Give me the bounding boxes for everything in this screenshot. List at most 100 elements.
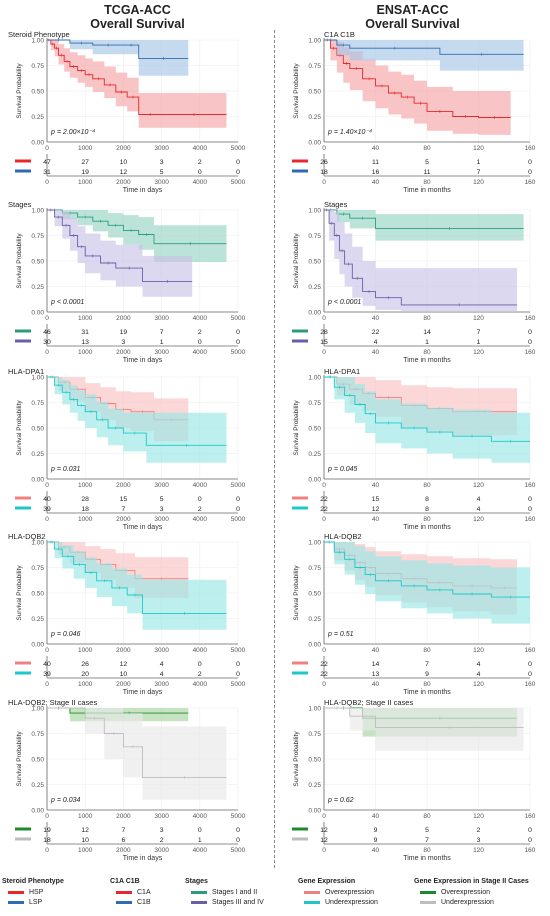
x-tick-label: 80 (423, 647, 431, 654)
y-tick-label: 0.00 (31, 477, 44, 484)
risk-count: 0 (236, 506, 240, 513)
x-tick-label: 4000 (193, 482, 208, 489)
x-axis-label: Time in days (123, 357, 163, 364)
confidence-band (324, 542, 530, 624)
x-tick-label: 4000 (193, 813, 208, 820)
risk-x-tick: 80 (423, 349, 431, 356)
risk-count: 0 (236, 329, 240, 336)
y-tick-label: 0.00 (308, 642, 321, 649)
risk-count: 6 (122, 837, 126, 844)
y-tick-label: 0.25 (31, 114, 44, 121)
x-axis-label: Time in days (123, 524, 163, 531)
risk-count: 3 (477, 837, 481, 844)
column-header-left: TCGA-ACC Overall Survival (0, 3, 275, 31)
y-tick-label: 0.25 (31, 451, 44, 458)
risk-x-tick: 1000 (78, 681, 93, 688)
risk-count: 1 (160, 339, 164, 346)
risk-count: 4 (477, 671, 481, 678)
risk-count: 0 (528, 329, 532, 336)
column-subtitle-right: Overall Survival (365, 17, 460, 31)
risk-count: 39 (43, 671, 51, 678)
p-value: p = 1.40×10⁻⁴ (327, 129, 372, 136)
risk-count: 0 (236, 837, 240, 844)
y-tick-label: 0.00 (308, 140, 321, 147)
p-value: p < 0.0001 (327, 299, 361, 306)
plot-title: Steroid Phenotype (8, 30, 70, 39)
confidence-band (47, 542, 227, 630)
risk-x-tick: 0 (322, 516, 326, 523)
confidence-band (324, 210, 524, 241)
x-tick-label: 2000 (116, 482, 131, 489)
risk-x-tick: 4000 (193, 516, 208, 523)
x-tick-label: 80 (423, 813, 431, 820)
legend-label: Underexpression (325, 898, 378, 906)
risk-count: 5 (425, 827, 429, 834)
legend-item: LSP (2, 897, 64, 907)
legend-label: C1B (137, 898, 151, 906)
x-tick-label: 40 (372, 145, 380, 152)
x-tick-label: 0 (45, 482, 49, 489)
risk-count: 1 (477, 159, 481, 166)
y-tick-label: 0.50 (308, 89, 321, 96)
x-tick-label: 1000 (78, 145, 93, 152)
risk-count: 15 (120, 496, 128, 503)
legend-swatch (8, 890, 24, 894)
risk-count: 22 (320, 671, 328, 678)
x-tick-label: 2000 (116, 813, 131, 820)
risk-count: 0 (198, 169, 202, 176)
y-axis-label: Survival Probability (293, 233, 300, 289)
risk-x-tick: 80 (423, 179, 431, 186)
risk-x-tick: 4000 (193, 349, 208, 356)
legend-label: Underexpression (441, 898, 494, 906)
p-value: p = 0.031 (50, 466, 80, 473)
risk-count: 7 (160, 329, 164, 336)
y-axis-label: Survival Probability (16, 731, 23, 787)
x-axis-label: Time in months (403, 357, 451, 364)
survival-curve (324, 39, 524, 55)
y-tick-label: 1.00 (308, 375, 321, 382)
plot-title: C1A C1B (324, 30, 355, 39)
p-value: p = 0.034 (50, 797, 80, 804)
y-tick-label: 0.75 (31, 233, 44, 240)
y-tick-label: 0.00 (308, 310, 321, 317)
risk-count: 7 (477, 169, 481, 176)
confidence-band (324, 708, 524, 751)
risk-count: 28 (320, 329, 328, 336)
risk-x-tick: 3000 (154, 349, 169, 356)
legend-item: C1B (110, 897, 151, 907)
legend-group: Steroid Phenotype HSP LSP (2, 878, 64, 907)
x-tick-label: 0 (45, 145, 49, 152)
risk-x-tick: 4000 (193, 847, 208, 854)
risk-count: 4 (477, 506, 481, 513)
risk-count: 12 (320, 827, 328, 834)
y-tick-label: 0.75 (308, 233, 321, 240)
risk-count: 3 (160, 827, 164, 834)
legend-item: C1A (110, 887, 151, 897)
legend-swatch (191, 900, 207, 904)
risk-count: 0 (528, 496, 532, 503)
risk-count: 9 (374, 827, 378, 834)
series-blue (324, 38, 524, 71)
risk-count: 10 (120, 671, 128, 678)
y-tick-label: 1.00 (308, 540, 321, 547)
risk-x-tick: 160 (525, 516, 536, 523)
risk-row-swatch (15, 496, 31, 500)
risk-count: 12 (120, 661, 128, 668)
x-tick-label: 120 (473, 482, 484, 489)
risk-count: 0 (528, 827, 532, 834)
risk-x-tick: 3000 (154, 847, 169, 854)
risk-x-tick: 120 (473, 179, 484, 186)
survival-curve (324, 541, 530, 598)
legend-label: Stages I and II (212, 888, 258, 896)
y-axis-label: Survival Probability (293, 731, 300, 787)
risk-count: 0 (236, 169, 240, 176)
risk-count: 1 (198, 837, 202, 844)
y-tick-label: 0.00 (31, 642, 44, 649)
plot-title: HLA-DQB2 (8, 532, 46, 541)
risk-count: 7 (477, 329, 481, 336)
y-tick-label: 0.50 (308, 259, 321, 266)
y-tick-label: 0.50 (31, 591, 44, 598)
risk-x-tick: 0 (45, 516, 49, 523)
